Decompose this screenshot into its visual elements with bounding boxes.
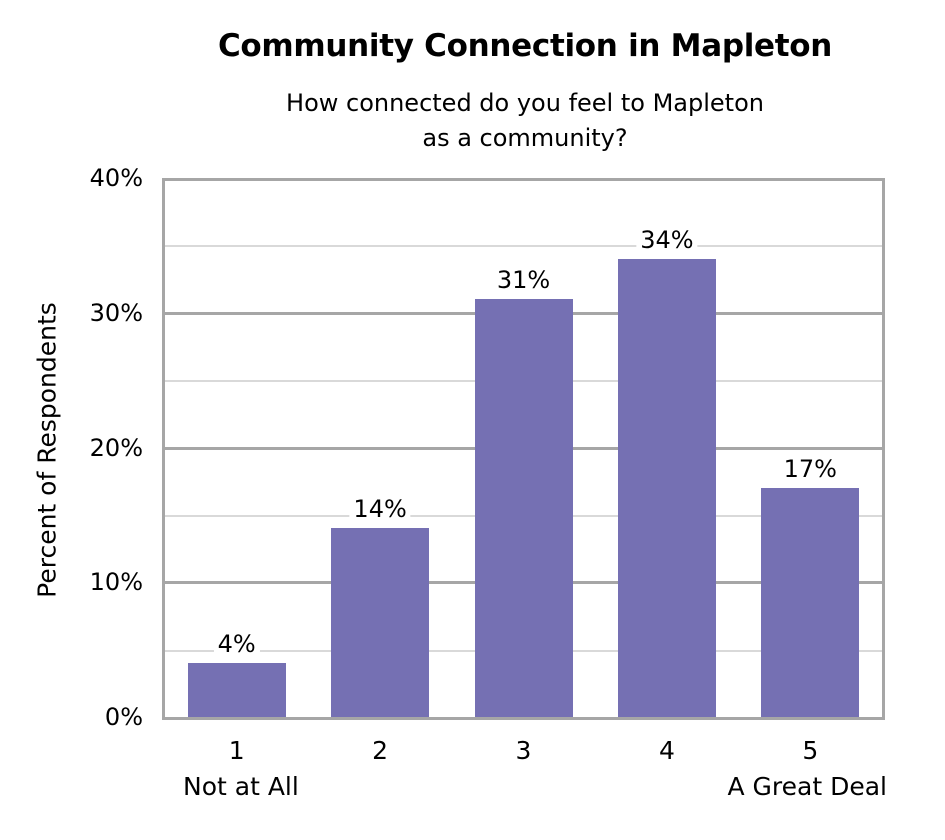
subtitle-line-1: How connected do you feel to Mapleton <box>286 89 764 117</box>
chart-title: Community Connection in Mapleton <box>217 28 833 64</box>
bar-value-label: 34% <box>636 225 698 254</box>
bar <box>474 299 573 717</box>
chart-subtitle: How connected do you feel to Mapleton as… <box>0 86 945 156</box>
x-tick-label: 5 <box>802 736 819 765</box>
subtitle-line-2: as a community? <box>422 124 628 152</box>
bar <box>331 528 430 717</box>
bar-value-label: 17% <box>779 454 841 483</box>
x-tick-label: 1 <box>228 736 245 765</box>
y-tick-label: 0% <box>104 703 143 731</box>
bar-value-label: 14% <box>349 495 411 524</box>
y-axis-label: Percent of Respondents <box>32 302 62 598</box>
y-tick-label: 20% <box>89 433 143 462</box>
bar-value-label: 31% <box>492 266 555 295</box>
x-tick-label: 3 <box>515 736 532 765</box>
bar <box>187 663 286 717</box>
x-sublabel-high: A Great Deal <box>727 772 888 801</box>
plot-area: 4% 14% 31% 34% 17% <box>162 178 885 720</box>
minor-gridline <box>165 245 882 248</box>
bar <box>761 487 860 717</box>
y-tick-label: 30% <box>89 298 143 327</box>
bar-value-label: 4% <box>213 630 260 659</box>
x-sublabel-low: Not at All <box>183 772 299 801</box>
y-tick-label: 40% <box>89 164 143 192</box>
bar <box>617 258 716 717</box>
y-tick-label: 10% <box>89 568 143 597</box>
x-tick-label: 2 <box>372 736 389 765</box>
x-tick-label: 4 <box>658 736 675 765</box>
